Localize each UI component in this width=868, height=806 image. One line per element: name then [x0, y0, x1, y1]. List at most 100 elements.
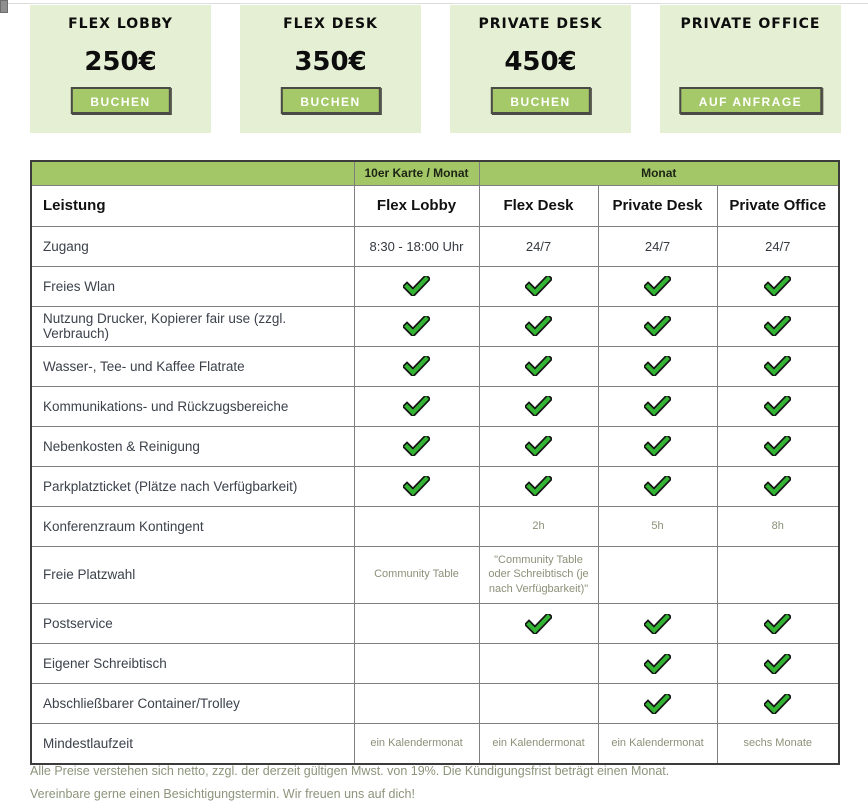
- check-cell: [716, 305, 840, 347]
- check-cell: [478, 305, 599, 347]
- value-cell: 2h: [478, 505, 599, 547]
- table-row: Nebenkosten & Reinigung: [30, 425, 840, 467]
- check-icon: [764, 653, 792, 674]
- check-icon: [764, 396, 792, 416]
- book-button[interactable]: BUCHEN: [70, 87, 171, 114]
- card-title: Flex Lobby: [68, 16, 173, 32]
- check-icon: [644, 316, 671, 336]
- check-icon: [644, 653, 671, 674]
- check-cell: [597, 345, 718, 387]
- check-cell: [353, 465, 480, 507]
- check-cell: [478, 345, 599, 387]
- comparison-table-body: 10er Karte / Monat Monat Leistung Flex L…: [30, 160, 840, 765]
- column-header-leistung: Leistung: [30, 184, 355, 227]
- check-cell: [353, 305, 480, 347]
- column-header-flex-desk: Flex Desk: [478, 184, 599, 227]
- feature-label: Abschließbarer Container/Trolley: [30, 683, 355, 725]
- column-header-row: Leistung Flex Lobby Flex Desk Private De…: [30, 184, 840, 227]
- feature-label: Postservice: [30, 603, 355, 645]
- check-icon: [644, 476, 671, 496]
- check-icon: [644, 276, 671, 296]
- check-icon: [764, 613, 792, 634]
- feature-label: Konferenzraum Kontingent: [30, 505, 355, 547]
- feature-label: Zugang: [30, 225, 355, 267]
- empty-cell: [353, 683, 480, 725]
- feature-label: Freie Platzwahl: [30, 545, 355, 605]
- feature-label: Nebenkosten & Reinigung: [30, 425, 355, 467]
- card-price: 450€: [504, 47, 577, 77]
- check-cell: [478, 425, 599, 467]
- check-cell: [478, 385, 599, 427]
- check-cell: [597, 465, 718, 507]
- check-cell: [597, 683, 718, 725]
- group-header-empty: [30, 160, 355, 186]
- check-cell: [353, 425, 480, 467]
- check-cell: [597, 643, 718, 685]
- check-cell: [597, 305, 718, 347]
- check-icon: [764, 476, 792, 496]
- table-row: Parkplatzticket (Plätze nach Verfügbarke…: [30, 465, 840, 507]
- check-cell: [353, 385, 480, 427]
- card-title: Private Office: [680, 16, 821, 32]
- table-row: Nutzung Drucker, Kopierer fair use (zzgl…: [30, 305, 840, 347]
- check-cell: [597, 603, 718, 645]
- feature-label: Mindestlaufzeit: [30, 723, 355, 765]
- group-header-monat: Monat: [478, 160, 840, 186]
- empty-cell: [353, 603, 480, 645]
- check-icon: [525, 396, 552, 416]
- table-row: Freies Wlan: [30, 265, 840, 307]
- check-icon: [525, 356, 552, 376]
- table-row: Zugang 8:30 - 18:00 Uhr 24/7 24/7 24/7: [30, 225, 840, 267]
- check-icon: [525, 276, 552, 296]
- check-icon: [403, 436, 430, 456]
- card-title: Flex Desk: [283, 16, 378, 32]
- check-cell: [597, 425, 718, 467]
- check-cell: [716, 603, 840, 645]
- check-cell: [597, 385, 718, 427]
- check-icon: [403, 476, 430, 496]
- feature-label: Parkplatzticket (Plätze nach Verfügbarke…: [30, 465, 355, 507]
- empty-cell: [478, 643, 599, 685]
- check-icon: [403, 396, 430, 416]
- check-cell: [353, 345, 480, 387]
- value-cell: sechs Monate: [716, 723, 840, 765]
- top-divider: [8, 3, 868, 4]
- value-cell: ein Kalendermonat: [597, 723, 718, 765]
- card-price: 250€: [84, 47, 157, 77]
- feature-label: Freies Wlan: [30, 265, 355, 307]
- value-cell: Community Table: [353, 545, 480, 605]
- pricing-card-private-office: Private Office AUF ANFRAGE: [660, 5, 841, 133]
- check-icon: [644, 396, 671, 416]
- check-icon: [525, 316, 552, 336]
- group-header-10er-karte: 10er Karte / Monat: [353, 160, 480, 186]
- book-button[interactable]: BUCHEN: [280, 87, 381, 114]
- value-cell: 24/7: [716, 225, 840, 267]
- check-icon: [644, 356, 671, 376]
- comparison-table: 10er Karte / Monat Monat Leistung Flex L…: [30, 160, 841, 765]
- check-icon: [764, 316, 792, 336]
- empty-cell: [478, 683, 599, 725]
- check-cell: [597, 265, 718, 307]
- table-row: Kommunikations- und Rückzugsbereiche: [30, 385, 840, 427]
- value-cell: 8:30 - 18:00 Uhr: [353, 225, 480, 267]
- pricing-cards: Flex Lobby 250€ BUCHEN Flex Desk 350€ BU…: [30, 5, 841, 133]
- check-icon: [764, 693, 792, 714]
- check-cell: [716, 643, 840, 685]
- check-icon: [525, 476, 552, 496]
- check-cell: [716, 683, 840, 725]
- check-cell: [478, 465, 599, 507]
- scrollbar-artifact: [0, 0, 8, 13]
- request-button[interactable]: AUF ANFRAGE: [678, 87, 823, 114]
- pricing-card-flex-lobby: Flex Lobby 250€ BUCHEN: [30, 5, 211, 133]
- table-row: Abschließbarer Container/Trolley: [30, 683, 840, 725]
- check-icon: [403, 276, 430, 296]
- check-icon: [644, 613, 671, 634]
- check-icon: [403, 356, 430, 376]
- column-header-private-office: Private Office: [716, 184, 840, 227]
- value-cell: "Community Table oder Schreibtisch (je n…: [478, 545, 599, 605]
- footer-note-visit: Vereinbare gerne einen Besichtigungsterm…: [30, 787, 415, 801]
- check-icon: [644, 693, 671, 714]
- check-cell: [716, 265, 840, 307]
- book-button[interactable]: BUCHEN: [490, 87, 591, 114]
- value-cell: ein Kalendermonat: [353, 723, 480, 765]
